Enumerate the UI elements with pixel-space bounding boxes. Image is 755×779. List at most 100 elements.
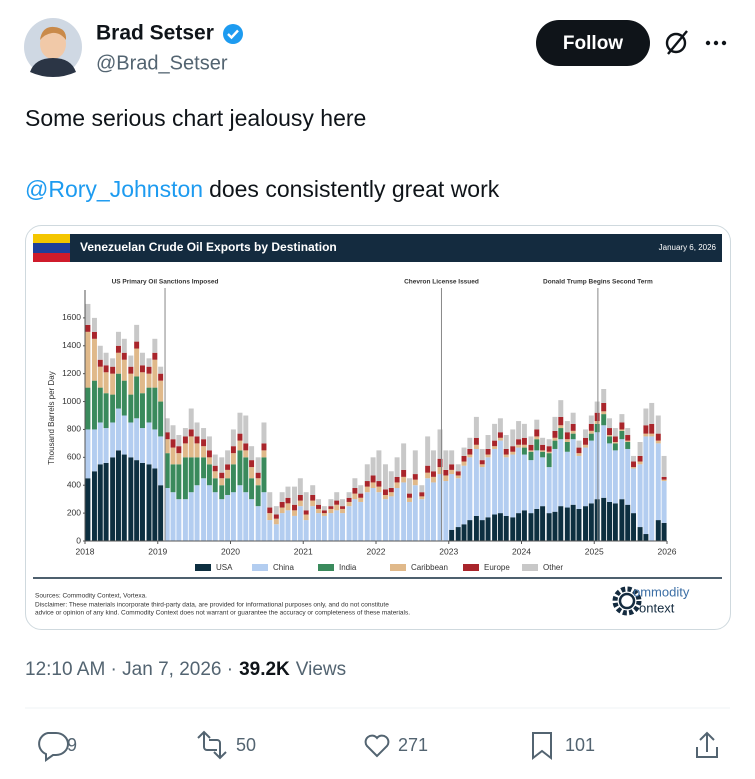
y-tick-label: 200 xyxy=(67,507,81,517)
bar-segment xyxy=(91,471,97,541)
reply-count[interactable]: 9 xyxy=(67,735,77,755)
bar-segment xyxy=(176,464,182,500)
bar-segment xyxy=(643,436,649,535)
bar-segment xyxy=(388,488,394,493)
bar-segment xyxy=(612,503,618,541)
retweet-icon[interactable] xyxy=(197,730,227,760)
bar-segment xyxy=(97,366,103,388)
bar-segment xyxy=(570,504,576,541)
bar-segment xyxy=(449,450,455,465)
bar-segment xyxy=(358,493,364,498)
bar-segment xyxy=(334,492,340,501)
bar-segment xyxy=(649,436,655,541)
reply-icon[interactable] xyxy=(38,732,69,762)
bar-segment xyxy=(164,453,170,489)
bar-segment xyxy=(212,465,218,472)
bar-segment xyxy=(110,422,116,458)
follow-label[interactable]: Follow xyxy=(563,33,623,54)
bar-segment xyxy=(419,499,425,541)
x-tick-label: 2025 xyxy=(585,546,604,556)
retweet-count[interactable]: 50 xyxy=(236,735,256,755)
bar-segment xyxy=(552,448,558,512)
bar-segment xyxy=(152,352,158,360)
bar-segment xyxy=(255,457,261,473)
bar-segment xyxy=(503,448,509,455)
bar-segment xyxy=(425,465,431,473)
bar-segment xyxy=(540,450,546,452)
bar-segment xyxy=(201,478,207,541)
bar-segment xyxy=(128,422,134,458)
more-icon[interactable] xyxy=(705,40,727,46)
bar-segment xyxy=(406,478,412,494)
bar-segment xyxy=(455,475,461,479)
bar-segment xyxy=(225,494,231,541)
bar-segment xyxy=(461,461,467,466)
bar-segment xyxy=(182,499,188,541)
bar-segment xyxy=(279,513,285,541)
bar-segment xyxy=(425,478,431,541)
bar-segment xyxy=(497,513,503,541)
bar-segment xyxy=(121,380,127,416)
like-icon[interactable] xyxy=(364,734,390,758)
views-label: Views xyxy=(296,659,346,680)
bar-segment xyxy=(382,464,388,490)
grok-icon[interactable] xyxy=(665,30,688,55)
bookmark-icon[interactable] xyxy=(532,732,552,761)
legend-swatch xyxy=(318,564,334,571)
bar-segment xyxy=(328,499,334,507)
bar-segment xyxy=(388,492,394,497)
bar-segment xyxy=(139,352,145,366)
bar-segment xyxy=(91,331,97,339)
logo-text: ontext xyxy=(639,600,675,615)
bar-segment xyxy=(158,380,164,402)
bar-segment xyxy=(564,421,570,433)
bar-segment xyxy=(297,500,303,507)
bar-segment xyxy=(212,492,218,541)
bar-segment xyxy=(570,439,576,505)
bar-segment xyxy=(412,450,418,475)
views-count: 39.2K xyxy=(239,659,290,680)
bar-segment xyxy=(292,510,298,516)
bar-segment xyxy=(619,422,625,430)
bar-segment xyxy=(110,394,116,423)
avatar[interactable] xyxy=(24,18,82,77)
bar-segment xyxy=(461,455,467,462)
author-name[interactable]: Brad Setser xyxy=(96,22,214,45)
bar-segment xyxy=(103,365,109,373)
bar-segment xyxy=(358,501,364,541)
bar-segment xyxy=(521,437,527,445)
like-count[interactable]: 271 xyxy=(398,735,428,755)
bar-segment xyxy=(461,447,467,456)
bar-segment xyxy=(139,462,145,541)
mention[interactable]: @Rory_Johnston xyxy=(25,176,203,202)
bookmark-count[interactable]: 101 xyxy=(565,735,595,755)
bar-segment xyxy=(170,439,176,448)
bar-segment xyxy=(121,359,127,381)
bar-segment xyxy=(206,450,212,458)
bar-segment xyxy=(340,506,346,509)
bar-segment xyxy=(625,448,631,505)
bar-segment xyxy=(655,433,661,441)
author-handle[interactable]: @Brad_Setser xyxy=(96,52,228,74)
bar-segment xyxy=(612,443,618,451)
bar-segment xyxy=(376,450,382,482)
timestamp[interactable]: 12:10 AM · Jan 7, 2026 · xyxy=(25,659,233,680)
bar-segment xyxy=(516,439,522,445)
bar-segment xyxy=(364,481,370,487)
bar-segment xyxy=(467,457,473,521)
share-icon[interactable] xyxy=(696,731,718,758)
bar-segment xyxy=(546,446,552,452)
bar-segment xyxy=(225,469,231,479)
follow-button[interactable] xyxy=(536,20,650,66)
bar-segment xyxy=(576,508,582,541)
bar-segment xyxy=(437,474,443,541)
bar-segment xyxy=(376,481,382,487)
bar-segment xyxy=(134,376,140,419)
bar-segment xyxy=(158,485,164,541)
bar-segment xyxy=(328,506,334,509)
bar-segment xyxy=(406,501,412,541)
bar-segment xyxy=(534,436,540,440)
bar-segment xyxy=(430,471,436,477)
bar-segment xyxy=(273,506,279,515)
bar-segment xyxy=(370,457,376,476)
